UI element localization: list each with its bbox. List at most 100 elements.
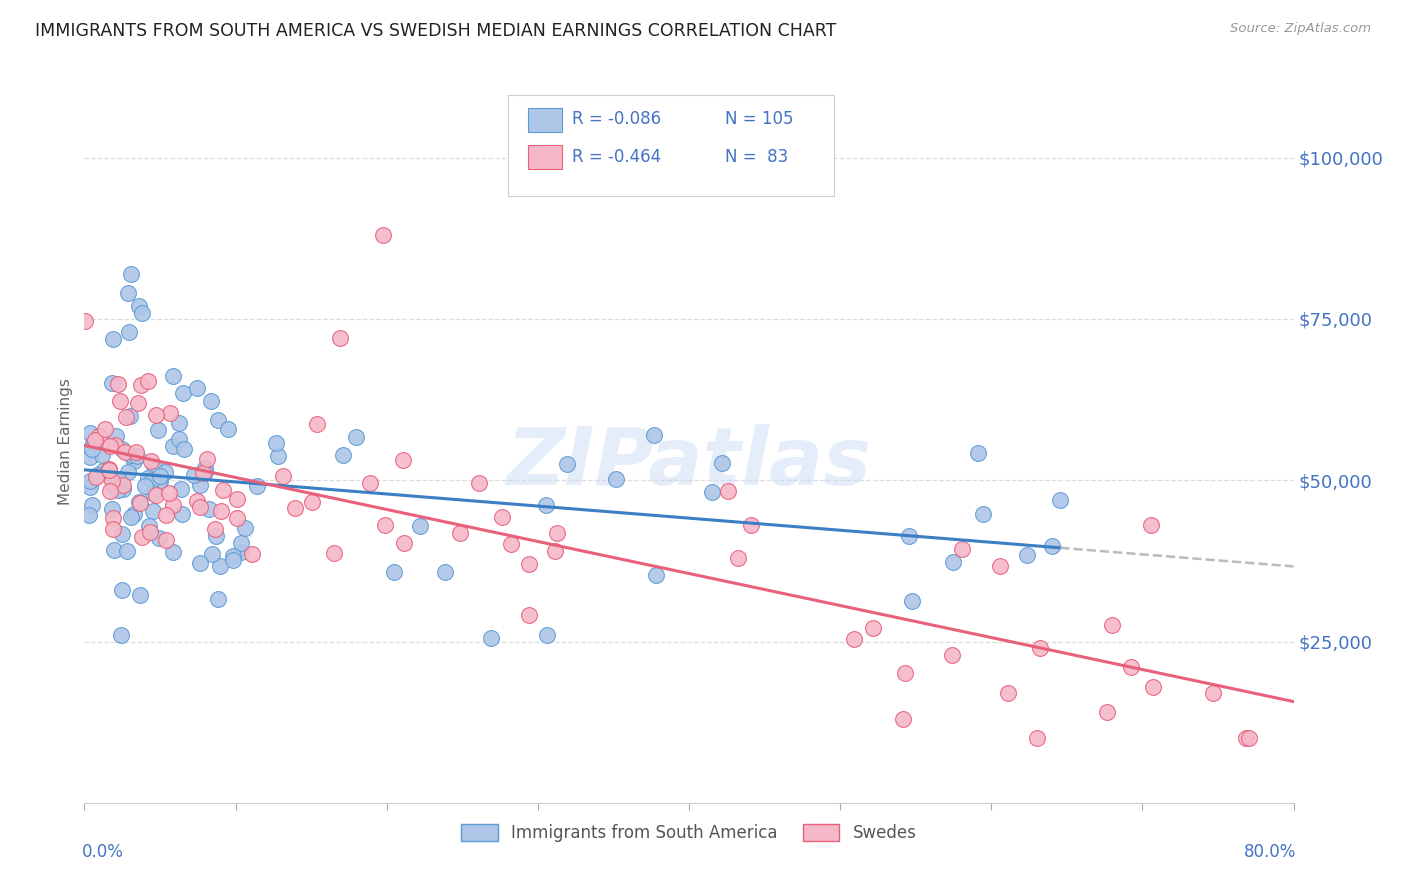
Point xyxy=(332,448,354,462)
Point xyxy=(117,465,139,479)
Text: N = 105: N = 105 xyxy=(725,111,794,128)
Point xyxy=(194,465,217,479)
Point xyxy=(82,498,104,512)
Point xyxy=(149,468,172,483)
Point xyxy=(643,427,665,442)
Point xyxy=(86,469,108,483)
Point xyxy=(122,453,145,467)
Point xyxy=(434,565,457,579)
Point xyxy=(221,553,243,567)
Point xyxy=(862,621,884,635)
Point xyxy=(344,430,367,444)
Point xyxy=(1040,539,1063,553)
Point xyxy=(101,376,124,391)
Point xyxy=(131,530,153,544)
Point xyxy=(186,381,208,395)
Point xyxy=(186,494,208,508)
Point xyxy=(122,508,145,522)
Point xyxy=(162,438,184,452)
Point xyxy=(329,331,352,345)
Point xyxy=(112,478,135,492)
Point xyxy=(544,543,567,558)
Point xyxy=(1029,641,1052,656)
Point xyxy=(101,502,124,516)
Point xyxy=(115,409,138,424)
Point xyxy=(988,559,1011,574)
Point xyxy=(374,517,396,532)
Text: R = -0.464: R = -0.464 xyxy=(572,148,661,166)
Point xyxy=(101,522,124,536)
Point xyxy=(120,509,142,524)
Point xyxy=(79,450,101,465)
Text: Source: ZipAtlas.com: Source: ZipAtlas.com xyxy=(1230,22,1371,36)
Point xyxy=(536,628,558,642)
Legend: Immigrants from South America, Swedes: Immigrants from South America, Swedes xyxy=(454,817,924,848)
Point xyxy=(134,479,156,493)
Point xyxy=(501,537,523,551)
Point xyxy=(217,422,239,436)
Point xyxy=(967,446,990,460)
Point xyxy=(605,472,627,486)
Point xyxy=(172,386,194,401)
Point xyxy=(98,439,121,453)
Point xyxy=(141,473,163,487)
Point xyxy=(246,479,269,493)
Point xyxy=(183,468,205,483)
FancyBboxPatch shape xyxy=(508,95,834,196)
Point xyxy=(162,498,184,512)
Point xyxy=(240,547,263,561)
Point xyxy=(195,452,218,467)
Point xyxy=(842,632,865,646)
Point xyxy=(517,607,540,622)
Text: 80.0%: 80.0% xyxy=(1243,843,1296,861)
Point xyxy=(997,686,1019,700)
Point xyxy=(129,378,152,392)
Point xyxy=(138,519,160,533)
Point xyxy=(1202,686,1225,700)
Point xyxy=(972,507,994,521)
Point xyxy=(125,445,148,459)
Point xyxy=(75,313,97,327)
Point xyxy=(188,478,211,492)
Point xyxy=(169,416,191,430)
Point xyxy=(897,529,920,543)
Point xyxy=(79,426,101,441)
Point xyxy=(125,449,148,463)
Point xyxy=(727,550,749,565)
Point xyxy=(108,393,131,408)
Point xyxy=(307,417,329,431)
Point xyxy=(146,423,169,437)
FancyBboxPatch shape xyxy=(529,108,562,132)
Text: ZIPatlas: ZIPatlas xyxy=(506,425,872,502)
Point xyxy=(79,474,101,488)
Point xyxy=(155,533,177,547)
Y-axis label: Median Earnings: Median Earnings xyxy=(58,378,73,505)
Point xyxy=(191,466,214,480)
Point xyxy=(198,502,221,516)
Text: R = -0.086: R = -0.086 xyxy=(572,111,661,128)
Point xyxy=(207,592,229,607)
Point xyxy=(97,462,120,476)
Point xyxy=(169,432,191,446)
Point xyxy=(79,479,101,493)
Point xyxy=(103,542,125,557)
Point xyxy=(233,521,256,535)
Point xyxy=(1142,680,1164,694)
Point xyxy=(159,406,181,420)
Point xyxy=(409,518,432,533)
Point xyxy=(1140,518,1163,533)
Point xyxy=(141,486,163,500)
Point xyxy=(950,542,973,557)
Point xyxy=(384,566,406,580)
Point xyxy=(188,500,211,514)
Point xyxy=(891,712,914,726)
Point xyxy=(479,631,502,645)
Point xyxy=(120,267,142,281)
Point xyxy=(91,448,114,462)
Point xyxy=(1119,660,1142,674)
Point xyxy=(117,286,139,301)
Point xyxy=(901,594,924,608)
Point xyxy=(136,374,159,388)
Point xyxy=(131,305,153,319)
Point xyxy=(170,508,193,522)
